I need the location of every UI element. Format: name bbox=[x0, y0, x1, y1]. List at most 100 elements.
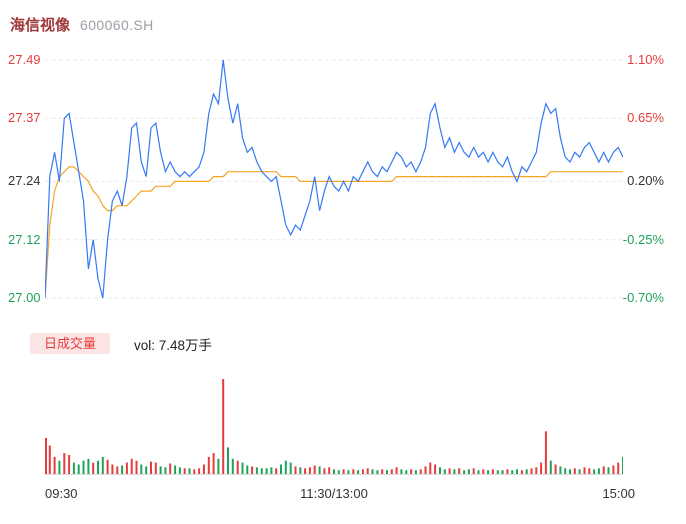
volume-bar bbox=[77, 464, 80, 474]
volume-bar bbox=[520, 470, 523, 474]
price-chart[interactable] bbox=[45, 55, 623, 300]
volume-bar bbox=[174, 465, 177, 474]
volume-bar bbox=[424, 466, 427, 474]
avg-price-line bbox=[45, 166, 623, 299]
volume-bar bbox=[188, 468, 191, 474]
volume-bar bbox=[347, 470, 350, 474]
volume-bar bbox=[284, 460, 287, 474]
volume-bar bbox=[477, 470, 480, 474]
volume-bar bbox=[101, 456, 104, 474]
volume-bar bbox=[453, 469, 456, 475]
volume-bar bbox=[140, 464, 143, 474]
volume-bar bbox=[72, 462, 75, 474]
volume-bar bbox=[366, 468, 369, 474]
volume-bar bbox=[371, 469, 374, 475]
volume-bar bbox=[241, 462, 244, 474]
volume-bar bbox=[260, 468, 263, 474]
price-line bbox=[45, 59, 623, 299]
gridlines bbox=[45, 59, 623, 299]
volume-bar bbox=[337, 470, 340, 474]
volume-bar bbox=[294, 466, 297, 474]
volume-bar bbox=[53, 456, 56, 474]
volume-bar bbox=[63, 453, 66, 474]
volume-bar bbox=[154, 462, 157, 474]
volume-bar bbox=[535, 467, 538, 474]
stock-name: 海信视像 bbox=[10, 17, 71, 34]
volume-bar bbox=[304, 468, 307, 474]
volume-bar bbox=[308, 467, 311, 474]
volume-bar bbox=[501, 470, 504, 474]
volume-bar bbox=[544, 431, 547, 475]
percent-axis-label: 0.20% bbox=[627, 173, 664, 189]
volume-bar bbox=[525, 469, 528, 475]
volume-bar bbox=[125, 462, 128, 474]
volume-bar bbox=[573, 468, 576, 474]
volume-bar bbox=[602, 466, 605, 474]
volume-bar bbox=[97, 460, 99, 474]
volume-bar bbox=[265, 468, 268, 474]
volume-bar bbox=[222, 379, 225, 474]
volume-bar bbox=[472, 468, 475, 474]
volume-bar bbox=[511, 470, 514, 474]
percent-axis: 1.10% 0.65% 0.20% -0.25% -0.70% bbox=[620, 0, 668, 320]
volume-bar bbox=[92, 462, 95, 474]
percent-axis-label: 1.10% bbox=[627, 52, 664, 67]
volume-bar bbox=[116, 466, 119, 474]
volume-bar bbox=[516, 469, 518, 475]
volume-bar bbox=[414, 470, 417, 474]
volume-bar bbox=[622, 456, 623, 474]
volume-bar bbox=[217, 458, 220, 474]
volume-bar bbox=[467, 469, 470, 475]
time-label-midday: 11:30/13:00 bbox=[300, 486, 368, 501]
volume-bar bbox=[231, 458, 234, 474]
volume-bar bbox=[227, 447, 229, 474]
stock-code: 600060.SH bbox=[80, 17, 154, 33]
volume-bar bbox=[593, 469, 596, 475]
price-axis-label: 27.37 bbox=[8, 110, 41, 126]
volume-bar bbox=[434, 464, 437, 474]
volume-bar bbox=[376, 470, 379, 474]
volume-bar bbox=[597, 468, 600, 474]
volume-bar bbox=[106, 459, 109, 475]
volume-bar bbox=[429, 462, 432, 474]
volume-bar bbox=[617, 462, 620, 474]
volume-bar bbox=[588, 468, 591, 474]
price-axis-label: 27.12 bbox=[8, 231, 41, 247]
volume-bar bbox=[207, 456, 210, 474]
volume-chart[interactable] bbox=[45, 374, 623, 476]
volume-bar bbox=[583, 467, 586, 474]
volume-bar bbox=[255, 467, 258, 474]
volume-bar bbox=[410, 469, 413, 475]
percent-axis-label: -0.70% bbox=[622, 290, 664, 305]
volume-bar bbox=[135, 460, 138, 474]
volume-bar bbox=[390, 469, 393, 475]
price-axis-label: 27.24 bbox=[8, 173, 41, 189]
volume-bar bbox=[333, 469, 335, 475]
volume-bar bbox=[564, 468, 567, 474]
volume-bar bbox=[169, 463, 172, 474]
volume-bar bbox=[236, 460, 239, 474]
volume-bar bbox=[607, 467, 610, 474]
volume-bar bbox=[270, 467, 273, 474]
volume-bar bbox=[178, 467, 181, 474]
volume-bar bbox=[280, 464, 282, 474]
volume-bar bbox=[578, 469, 581, 475]
volume-bar bbox=[487, 470, 490, 474]
volume-bar bbox=[569, 469, 571, 475]
volume-bar bbox=[439, 467, 441, 474]
volume-bar bbox=[549, 460, 552, 474]
volume-legend: 日成交量 vol: 7.48万手 bbox=[30, 333, 212, 354]
volume-bar bbox=[289, 462, 292, 474]
volume-bar bbox=[202, 464, 205, 474]
volume-bar bbox=[448, 468, 451, 474]
price-axis-label: 27.49 bbox=[8, 52, 41, 67]
volume-bar bbox=[82, 460, 85, 474]
volume-bar bbox=[400, 469, 403, 475]
volume-bar bbox=[193, 469, 196, 475]
volume-value: vol: 7.48万手 bbox=[134, 337, 213, 353]
volume-bar bbox=[559, 466, 562, 474]
volume-bar bbox=[246, 465, 249, 474]
volume-bar bbox=[357, 470, 360, 474]
volume-bar bbox=[318, 466, 321, 474]
volume-bar bbox=[87, 458, 90, 474]
